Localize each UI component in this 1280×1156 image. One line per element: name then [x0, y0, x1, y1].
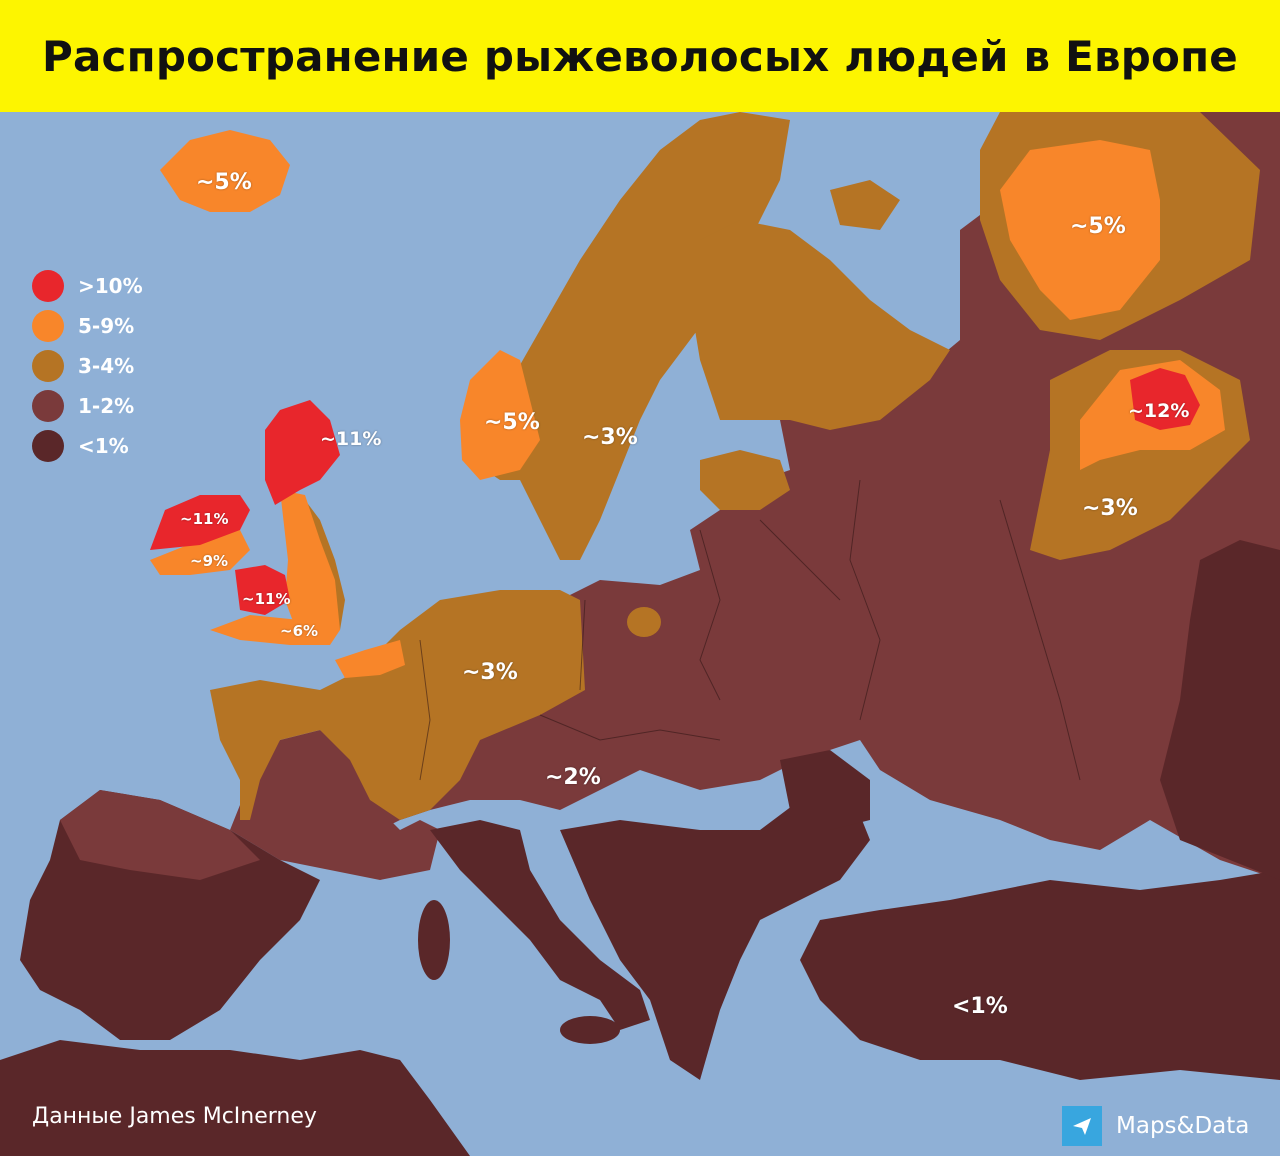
- legend-label: >10%: [78, 274, 143, 298]
- legend: >10% 5-9% 3-4% 1-2% <1%: [32, 266, 143, 466]
- region-france-germany: [210, 590, 585, 820]
- region-scandinavia: [470, 112, 790, 560]
- label-norway: ~5%: [484, 410, 540, 435]
- paper-plane-icon: [1062, 1106, 1102, 1146]
- borders: [419, 479, 1081, 781]
- legend-item: >10%: [32, 266, 143, 306]
- region-iceland: [160, 130, 290, 212]
- label-scotland: ~11%: [320, 428, 382, 450]
- label-england-south: ~6%: [280, 622, 319, 640]
- legend-swatch-under-1: [32, 430, 64, 462]
- legend-item: <1%: [32, 426, 143, 466]
- region-norway-west: [460, 350, 540, 480]
- region-north-africa: [0, 1040, 470, 1156]
- legend-item: 1-2%: [32, 386, 143, 426]
- region-england-south: [210, 615, 340, 645]
- legend-swatch-over-10: [32, 270, 64, 302]
- legend-item: 5-9%: [32, 306, 143, 346]
- region-scotland: [265, 400, 340, 505]
- region-poland-spot: [627, 607, 661, 637]
- label-germany: ~3%: [462, 660, 518, 685]
- region-turkey: [800, 870, 1280, 1080]
- label-ireland-south: ~9%: [190, 552, 229, 570]
- region-north-russia-core: [1000, 140, 1160, 320]
- label-wales: ~11%: [242, 590, 291, 608]
- legend-item: 3-4%: [32, 346, 143, 386]
- region-italy: [430, 820, 650, 1030]
- region-caucasus: [1160, 540, 1280, 880]
- label-iceland: ~5%: [196, 170, 252, 195]
- region-benelux: [335, 640, 405, 678]
- page-title: Распространение рыжеволосых людей в Евро…: [42, 31, 1238, 81]
- data-credit: Данные James McInerney: [32, 1104, 317, 1129]
- legend-label: 1-2%: [78, 394, 135, 418]
- legend-swatch-3-4: [32, 350, 64, 382]
- title-bar: Распространение рыжеволосых людей в Евро…: [0, 0, 1280, 112]
- label-north-russia: ~5%: [1070, 214, 1126, 239]
- label-central-europe: ~2%: [545, 765, 601, 790]
- region-sardinia: [418, 900, 450, 980]
- europe-map: [0, 112, 1280, 1156]
- label-ireland-north: ~11%: [180, 510, 229, 528]
- region-wales: [235, 565, 290, 615]
- region-baltics: [700, 450, 790, 510]
- region-balkans: [560, 790, 870, 1080]
- legend-label: 5-9%: [78, 314, 135, 338]
- legend-label: <1%: [78, 434, 129, 458]
- legend-label: 3-4%: [78, 354, 135, 378]
- label-turkey: <1%: [952, 994, 1008, 1019]
- region-france-south: [230, 730, 440, 880]
- brand-name: Maps&Data: [1116, 1113, 1250, 1139]
- region-ireland-south: [150, 530, 250, 575]
- region-finland: [690, 220, 950, 430]
- label-sweden: ~3%: [582, 425, 638, 450]
- label-volga-region: ~3%: [1082, 496, 1138, 521]
- region-england-west: [280, 490, 340, 640]
- legend-swatch-5-9: [32, 310, 64, 342]
- region-iberia-north: [60, 790, 260, 880]
- region-ireland-north: [150, 495, 250, 550]
- label-volga-udmurtia: ~12%: [1128, 400, 1190, 422]
- region-karelia: [830, 180, 900, 230]
- brand-badge[interactable]: Maps&Data: [1062, 1106, 1249, 1146]
- region-romania-east: [780, 750, 870, 830]
- region-udmurtia: [1130, 368, 1200, 430]
- region-sicily: [560, 1016, 620, 1044]
- band-over-10: [150, 368, 1200, 615]
- legend-swatch-1-2: [32, 390, 64, 422]
